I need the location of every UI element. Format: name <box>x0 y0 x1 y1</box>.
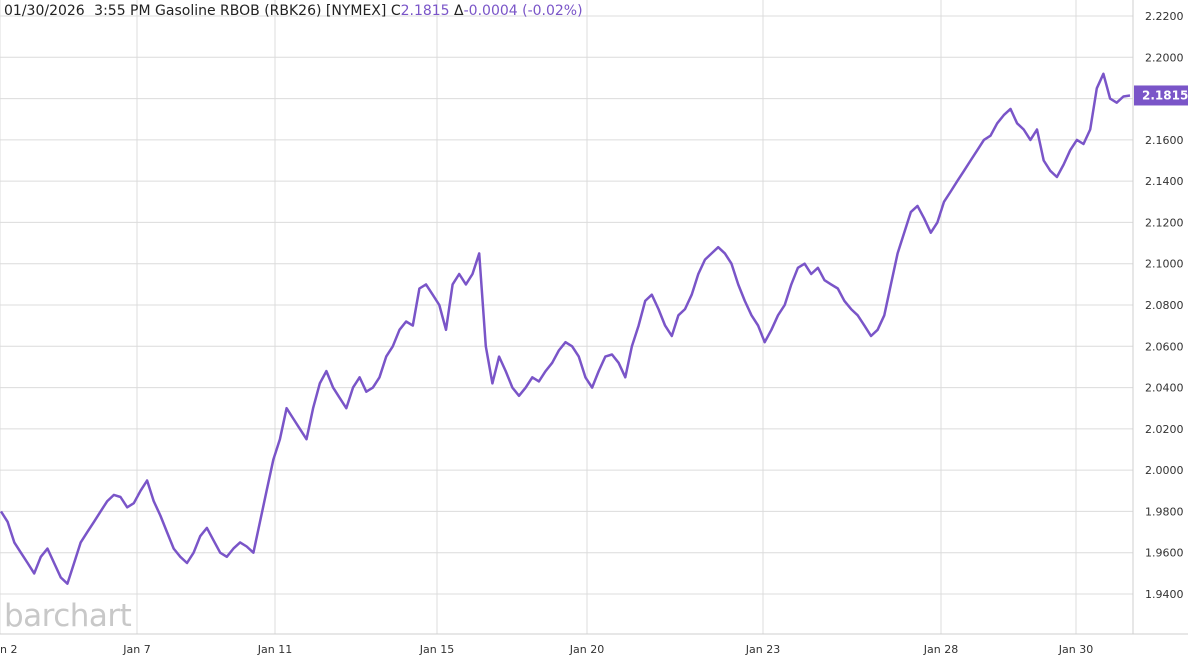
y-axis: 2.22002.20002.18002.16002.14002.12002.10… <box>1145 10 1184 601</box>
x-tick-label: Jan 15 <box>419 643 454 656</box>
x-tick-label: Jan 7 <box>122 643 150 656</box>
header-date: 01/30/2026 <box>4 3 85 19</box>
y-tick-label: 2.0000 <box>1145 464 1184 477</box>
x-tick-label: Jan 30 <box>1058 643 1093 656</box>
last-price-badge <box>1134 85 1188 106</box>
y-tick-label: 2.1200 <box>1145 216 1184 229</box>
last-price-text: 2.1815 <box>1142 88 1188 102</box>
y-tick-label: 2.1000 <box>1145 258 1184 271</box>
header-close-value: 2.1815 <box>400 3 450 19</box>
header-time: 3:55 PM <box>94 3 151 19</box>
y-tick-label: 2.0400 <box>1145 382 1184 395</box>
y-tick-label: 2.0600 <box>1145 340 1184 353</box>
chart-header: 01/30/2026 3:55 PM Gasoline RBOB (RBK26)… <box>4 3 583 19</box>
x-tick-label: n 2 <box>0 643 17 656</box>
y-tick-label: 1.9800 <box>1145 505 1184 518</box>
x-tick-label: Jan 20 <box>569 643 604 656</box>
x-axis: n 2 Jan 7 Jan 11 Jan 15 Jan 20 Jan 23 Jan 28 Ja… <box>0 643 1093 656</box>
last-price-label: 2.1815 <box>1134 85 1188 106</box>
grid-lines <box>0 0 1133 634</box>
y-tick-label: 2.2200 <box>1145 10 1184 23</box>
y-tick-label: 2.0200 <box>1145 423 1184 436</box>
header-change-prefix: Δ <box>454 3 464 19</box>
price-series <box>0 72 1131 585</box>
header-instrument: Gasoline RBOB (RBK26) [NYMEX] <box>155 3 387 19</box>
barchart-watermark: barchart <box>4 598 132 634</box>
x-tick-label: Jan 23 <box>745 643 780 656</box>
y-tick-label: 1.9400 <box>1145 588 1184 601</box>
x-tick-label: Jan 11 <box>257 643 292 656</box>
y-tick-label: 1.9600 <box>1145 547 1184 560</box>
y-tick-label: 2.1400 <box>1145 175 1184 188</box>
x-tick-label: Jan 28 <box>923 643 958 656</box>
header-change-value: -0.0004 (-0.02%) <box>463 3 583 19</box>
header-close-prefix: C <box>390 3 401 19</box>
price-line <box>0 72 1131 585</box>
y-tick-label: 2.1600 <box>1145 134 1184 147</box>
y-tick-label: 2.2000 <box>1145 51 1184 64</box>
y-tick-label: 2.0800 <box>1145 299 1184 312</box>
